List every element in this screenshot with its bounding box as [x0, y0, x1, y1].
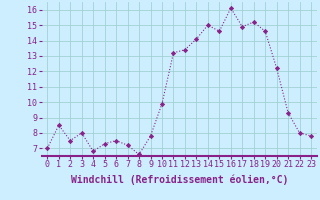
X-axis label: Windchill (Refroidissement éolien,°C): Windchill (Refroidissement éolien,°C): [70, 175, 288, 185]
